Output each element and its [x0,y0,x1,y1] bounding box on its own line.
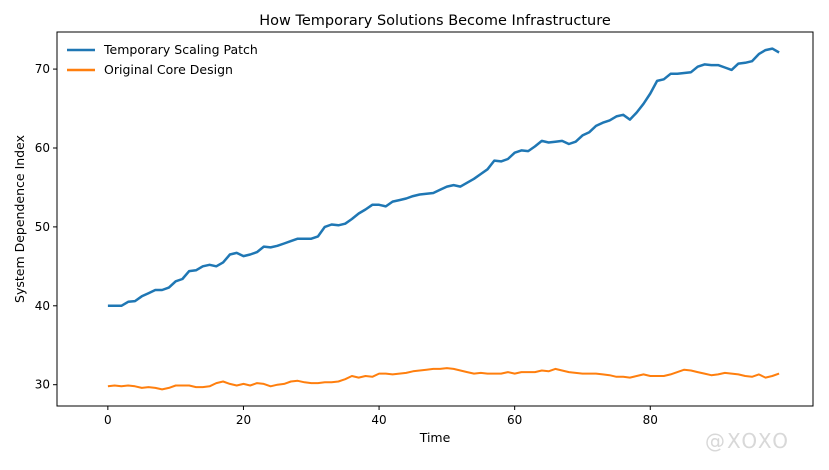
y-tick-label: 50 [35,220,50,234]
x-tick-label: 80 [643,413,658,427]
y-tick-label: 30 [35,378,50,392]
legend: Temporary Scaling Patch Original Core De… [67,42,258,77]
legend-label-original-core-design: Original Core Design [104,62,233,77]
chart-title: How Temporary Solutions Become Infrastru… [259,13,611,29]
y-axis: 30 40 50 60 70 [35,62,57,392]
x-tick-label: 20 [236,413,251,427]
x-tick-label: 60 [507,413,522,427]
y-axis-label: System Dependence Index [12,135,27,303]
y-tick-label: 40 [35,299,50,313]
x-axis: 0 20 40 60 80 [104,406,658,427]
series-line-original-core-design [107,367,780,391]
watermark: @XOXO [705,429,790,453]
y-tick-label: 60 [35,141,50,155]
y-tick-label: 70 [35,62,50,76]
x-axis-label: Time [419,430,451,445]
plot-area [56,31,814,407]
x-tick-label: 40 [371,413,386,427]
series-lines [107,47,780,391]
series-line-temporary-scaling-patch [107,47,780,308]
legend-label-temporary-scaling-patch: Temporary Scaling Patch [103,42,258,57]
x-tick-label: 0 [104,413,112,427]
